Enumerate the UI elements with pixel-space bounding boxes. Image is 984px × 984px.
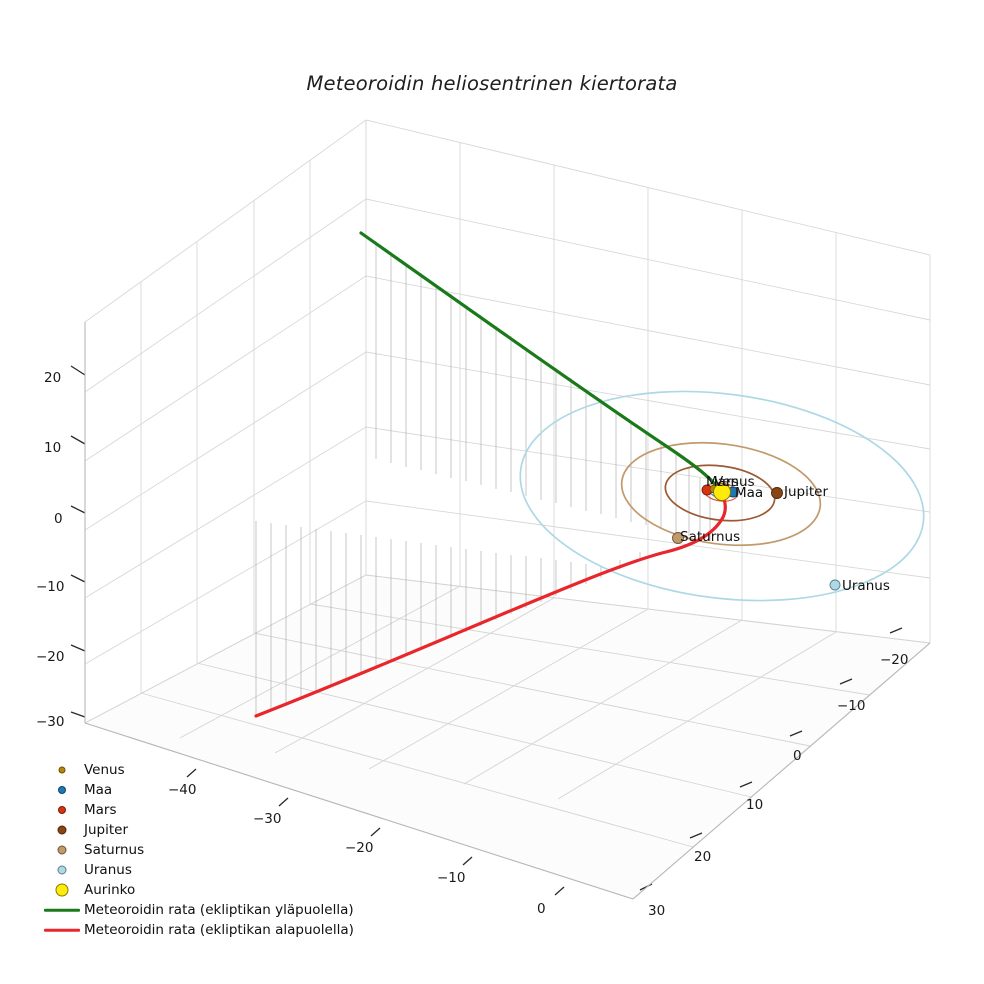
legend-label: Meteoroidin rata (ekliptikan yläpuolella…	[84, 902, 354, 918]
y-tick-label: −20	[880, 652, 909, 668]
legend: Venus Maa Mars Jupiter Saturnus	[42, 760, 354, 940]
body-markers	[672, 483, 841, 591]
legend-marker-jupiter-icon	[42, 820, 82, 840]
y-tick-label: 10	[746, 797, 764, 813]
legend-label: Saturnus	[84, 842, 145, 858]
legend-line-red-icon	[42, 920, 82, 940]
label-mars: Mars	[706, 474, 739, 490]
z-tick-label: −30	[36, 714, 65, 730]
legend-item-jupiter[interactable]: Jupiter	[42, 820, 342, 840]
trajectory-stems-below	[255, 521, 641, 716]
legend-item-maa[interactable]: Maa	[42, 780, 342, 800]
orbit-jupiter	[664, 464, 776, 522]
label-saturnus: Saturnus	[680, 529, 741, 545]
legend-marker-venus-icon	[42, 760, 82, 780]
marker-uranus	[829, 579, 841, 591]
x-tick-label: −20	[345, 840, 374, 856]
legend-item-trajectory-above[interactable]: Meteoroidin rata (ekliptikan yläpuolella…	[42, 900, 354, 920]
legend-label: Meteoroidin rata (ekliptikan alapuolella…	[84, 922, 354, 938]
legend-label: Aurinko	[84, 882, 136, 898]
x-tick-label: 0	[537, 901, 546, 917]
z-tick-label: 0	[54, 511, 63, 527]
legend-item-trajectory-below[interactable]: Meteoroidin rata (ekliptikan alapuolella…	[42, 920, 354, 940]
y-tick-label: 30	[648, 903, 666, 919]
legend-item-saturnus[interactable]: Saturnus	[42, 840, 342, 860]
legend-label: Uranus	[84, 862, 132, 878]
trajectory-below-ecliptic	[254, 490, 727, 718]
marker-aurinko	[713, 483, 731, 501]
trajectory-stems-above	[375, 241, 711, 541]
orbit-uranus	[519, 390, 925, 602]
label-jupiter: Jupiter	[784, 484, 829, 500]
label-uranus: Uranus	[842, 578, 890, 594]
x-tick-label: −30	[253, 811, 282, 827]
z-tick-label: −10	[36, 579, 65, 595]
legend-label: Maa	[84, 782, 113, 798]
axis-spines	[84, 322, 931, 900]
trajectory-above-ecliptic	[359, 231, 723, 494]
orbit-saturnus	[620, 441, 822, 547]
legend-marker-mars-icon	[42, 800, 82, 820]
legend-label: Jupiter	[84, 822, 129, 838]
legend-label: Venus	[84, 762, 125, 778]
legend-marker-uranus-icon	[42, 860, 82, 880]
x-tick-label: −40	[168, 782, 197, 798]
z-tick-label: 20	[44, 370, 62, 386]
legend-marker-aurinko-icon	[42, 880, 82, 900]
axes-panes	[85, 120, 930, 899]
legend-item-uranus[interactable]: Uranus	[42, 860, 342, 880]
legend-item-aurinko[interactable]: Aurinko	[42, 880, 342, 900]
legend-item-mars[interactable]: Mars	[42, 800, 342, 820]
page-title: Meteoroidin heliosentrinen kiertorata	[306, 72, 678, 95]
y-tick-label: −10	[837, 698, 866, 714]
legend-label: Mars	[84, 802, 117, 818]
marker-saturnus	[672, 532, 684, 544]
legend-marker-maa-icon	[42, 780, 82, 800]
x-tick-label: −10	[437, 870, 466, 886]
label-venus: Venus	[714, 474, 755, 490]
legend-marker-saturnus-icon	[42, 840, 82, 860]
legend-line-green-icon	[42, 900, 82, 920]
y-tick-label: 20	[694, 849, 712, 865]
z-tick-label: −20	[36, 649, 65, 665]
marker-jupiter	[771, 487, 783, 499]
label-maa: Maa	[735, 485, 764, 501]
y-tick-label: 0	[793, 748, 802, 764]
z-tick-label: 10	[44, 440, 62, 456]
legend-item-venus[interactable]: Venus	[42, 760, 342, 780]
